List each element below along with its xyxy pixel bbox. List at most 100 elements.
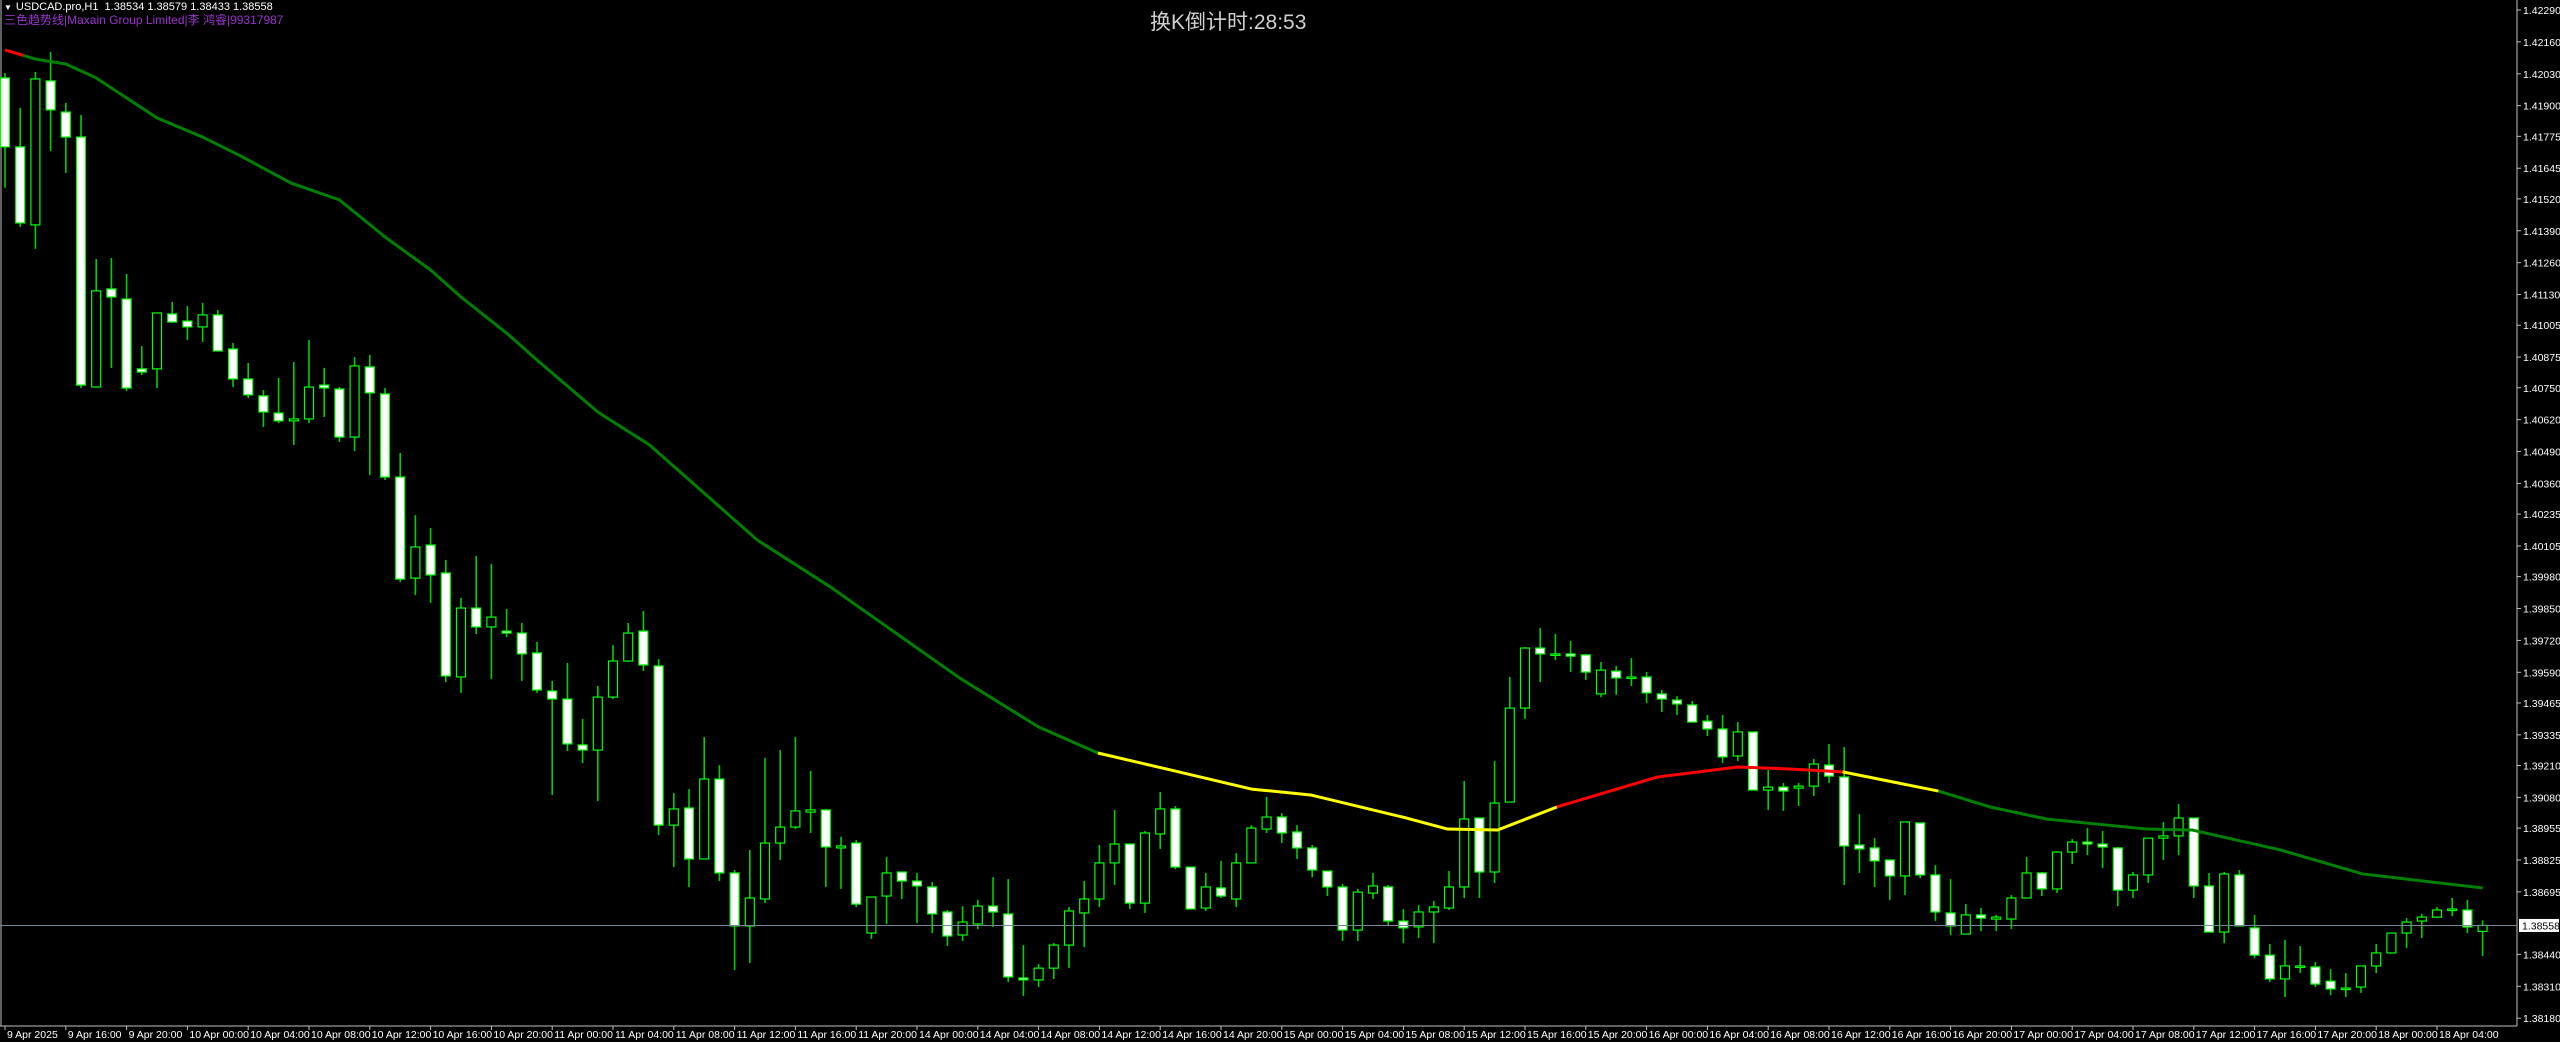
bull-candle: [1109, 809, 1120, 885]
bear-candle: [1276, 813, 1287, 844]
bull-candle: [972, 899, 983, 930]
bull-candle: [2143, 837, 2154, 884]
candle-body: [942, 911, 953, 937]
bull-candle: [592, 686, 603, 802]
bull-candle: [1793, 782, 1804, 806]
candle-body: [471, 607, 482, 628]
time-tick-label: 10 Apr 08:00: [311, 1029, 371, 1041]
candle-body: [1246, 827, 1257, 864]
candle-body: [851, 842, 862, 905]
bear-candle: [2036, 871, 2047, 897]
candle-body: [395, 476, 406, 580]
bull-candle: [607, 645, 619, 700]
bear-candle: [1656, 689, 1667, 713]
time-tick-label: 17 Apr 16:00: [2257, 1029, 2317, 1041]
bear-candle: [1565, 640, 1576, 673]
bull-candle: [1808, 758, 1819, 796]
bear-candle: [547, 680, 558, 795]
bull-candle: [2447, 897, 2458, 917]
candle-body: [1063, 910, 1075, 946]
time-axis[interactable]: 9 Apr 2025 9 Apr 16:00 9 Apr 20:00 10 Apr 0…: [4, 1026, 2499, 1041]
bear-candle: [364, 354, 375, 476]
indicator-label: 三色趋势线|Maxain Group Limited|李 鸿睿|99317987: [4, 13, 284, 27]
candle-body: [1960, 914, 1971, 935]
candle-body: [1504, 707, 1515, 803]
candle-body: [1580, 654, 1591, 673]
bull-candle: [2295, 946, 2306, 974]
current-price-text: 1.38558: [2522, 920, 2560, 932]
bear-candle: [1291, 825, 1303, 859]
bear-candle: [45, 51, 56, 152]
candle-body: [486, 616, 497, 628]
time-tick-label: 10 Apr 04:00: [250, 1029, 310, 1041]
candle-body: [927, 886, 938, 915]
candle-body: [683, 807, 695, 860]
candle-body: [805, 809, 816, 813]
candle-body: [2401, 921, 2412, 934]
bear-candle: [1337, 884, 1348, 941]
bear-candle: [1854, 814, 1865, 873]
moving-average-segment: [1097, 751, 1558, 832]
price-axis[interactable]: 1.42290 1.42160 1.42030 1.41900 1.41775 1.416…: [2517, 5, 2560, 1025]
time-tick-label: 16 Apr 08:00: [1770, 1029, 1830, 1041]
price-tick-label: 1.39590: [2523, 667, 2560, 679]
price-tick-label: 1.40490: [2523, 447, 2560, 459]
price-tick-label: 1.38825: [2523, 855, 2560, 867]
bear-candle: [2082, 828, 2093, 856]
bear-candle: [1580, 653, 1591, 680]
candle-body: [2371, 952, 2382, 967]
candle-body: [790, 810, 801, 828]
candle-body: [1018, 977, 1029, 981]
candle-body: [2249, 927, 2260, 956]
candle-body: [2097, 843, 2108, 848]
bear-candle: [167, 301, 178, 324]
candle-body: [1170, 808, 1181, 868]
bear-candle: [212, 310, 223, 352]
bull-candle: [790, 737, 801, 830]
candle-body: [1003, 913, 1014, 978]
candle-body: [592, 696, 603, 751]
candle-body: [668, 808, 679, 826]
bear-candle: [516, 623, 527, 681]
bear-candle: [851, 840, 862, 908]
bear-candle: [1778, 782, 1789, 811]
bear-candle: [1671, 696, 1683, 715]
candle-body: [1945, 912, 1956, 927]
time-tick-label: 11 Apr 00:00: [554, 1029, 613, 1041]
price-tick-label: 1.39465: [2523, 698, 2560, 710]
candle-body: [957, 921, 968, 936]
bull-candle: [410, 515, 421, 596]
candle-body: [197, 314, 208, 328]
candle-body: [75, 136, 87, 386]
candle-body: [2112, 847, 2123, 891]
time-tick-label: 18 Apr 00:00: [2378, 1029, 2438, 1041]
bull-candle: [1459, 780, 1470, 898]
triangle-down-icon[interactable]: ▼: [4, 2, 12, 12]
bear-candle: [1884, 859, 1895, 900]
moving-average-segment: [1842, 770, 1939, 793]
time-tick-label: 14 Apr 00:00: [919, 1029, 979, 1041]
candle-body: [288, 418, 299, 422]
time-tick-label: 17 Apr 20:00: [2317, 1029, 2377, 1041]
bull-candle: [699, 737, 710, 860]
candle-body: [273, 412, 284, 422]
candle-body: [15, 146, 26, 224]
candle-body: [167, 313, 178, 323]
price-tick-label: 1.38180: [2523, 1013, 2560, 1025]
candle-body: [699, 778, 710, 860]
bear-candle: [638, 610, 649, 672]
candle-body: [2203, 885, 2215, 933]
candle-body: [638, 630, 649, 666]
time-tick-label: 9 Apr 16:00: [68, 1029, 122, 1041]
candle-body: [2264, 954, 2275, 980]
bear-candle: [243, 362, 254, 399]
bull-candle: [2279, 939, 2291, 998]
bear-candle: [273, 377, 284, 424]
time-tick-label: 16 Apr 00:00: [1649, 1029, 1709, 1041]
candle-body: [212, 314, 223, 352]
bear-candle: [1915, 822, 1926, 879]
bull-candle: [1732, 722, 1743, 762]
bull-candle: [197, 302, 208, 342]
bull-candle: [775, 750, 786, 860]
